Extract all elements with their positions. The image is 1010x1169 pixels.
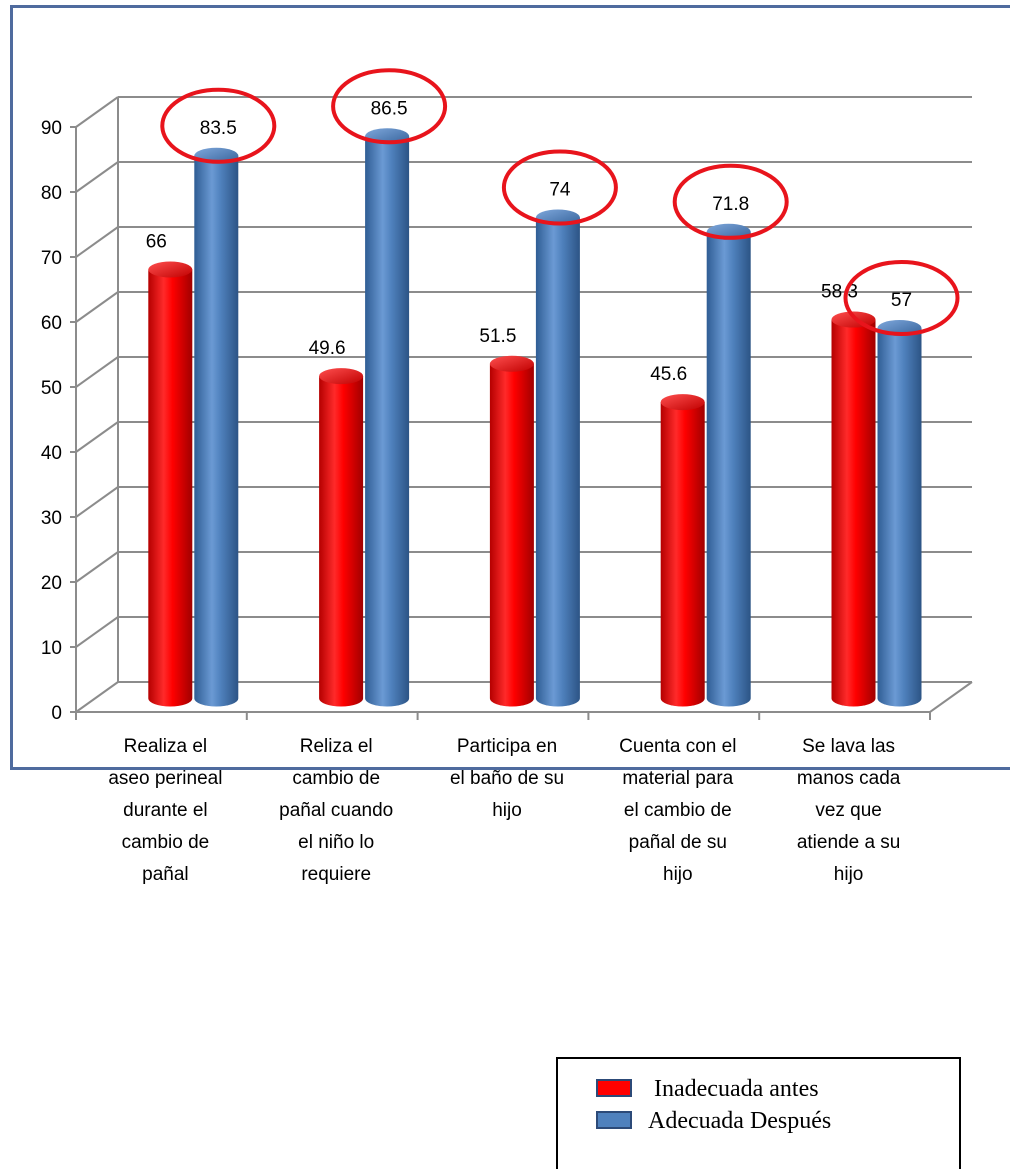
- bar-top: [148, 261, 193, 278]
- highlight-circle: [843, 260, 960, 336]
- y-tick-label: 0: [51, 703, 62, 724]
- grid-depth-line: [75, 161, 119, 193]
- bar: [660, 394, 705, 707]
- category-label: requiere: [301, 864, 371, 885]
- category-label: atiende a su: [797, 832, 901, 853]
- data-label: 45.6: [650, 364, 687, 385]
- bar-body: [660, 402, 705, 707]
- legend-label: Adecuada Después: [648, 1108, 831, 1134]
- data-label: 66: [146, 232, 167, 253]
- legend-swatch: [596, 1079, 632, 1097]
- data-label: 49.6: [309, 338, 346, 359]
- grid-depth-line: [75, 616, 119, 648]
- bar-top: [489, 355, 534, 372]
- category-label: pañal cuando: [279, 800, 393, 821]
- bar: [319, 368, 364, 707]
- category-label: pañal: [142, 864, 189, 885]
- y-tick-label: 50: [41, 378, 62, 399]
- bar-body: [319, 376, 364, 707]
- grid-depth-line: [75, 551, 119, 583]
- category-label: hijo: [834, 864, 864, 885]
- highlight-circle: [672, 163, 789, 240]
- data-label: 57: [891, 290, 912, 311]
- bar-body: [831, 319, 876, 707]
- y-tick-label: 20: [41, 573, 62, 594]
- category-label: cambio de: [122, 832, 210, 853]
- y-tick-label: 80: [41, 183, 62, 204]
- category-label: el baño de su: [450, 768, 564, 789]
- data-label: 74: [549, 180, 571, 201]
- bar-top: [319, 368, 364, 385]
- bar: [194, 147, 239, 707]
- y-tick-label: 30: [41, 508, 62, 529]
- data-label: 86.5: [371, 98, 408, 119]
- bar-top: [660, 394, 705, 411]
- data-label: 51.5: [479, 326, 516, 347]
- data-label: 58.3: [821, 282, 858, 303]
- category-label: hijo: [663, 864, 693, 885]
- legend: Inadecuada antes Adecuada Después: [556, 1057, 961, 1169]
- y-tick-label: 90: [41, 118, 62, 139]
- category-label: durante el: [123, 800, 208, 821]
- category-label: cambio de: [292, 768, 380, 789]
- grid-depth-line: [75, 356, 119, 388]
- bar-body: [877, 328, 922, 707]
- bar: [365, 128, 410, 707]
- bar: [489, 355, 534, 707]
- grid-depth-line: [75, 681, 119, 713]
- grid-depth-line: [75, 291, 119, 323]
- bar: [148, 261, 193, 707]
- grid-depth-line: [75, 96, 119, 128]
- category-label: Reliza el: [300, 736, 373, 757]
- bar-body: [194, 155, 239, 707]
- y-tick-label: 40: [41, 443, 62, 464]
- grid-depth-line: [75, 421, 119, 453]
- data-label: 71.8: [712, 194, 749, 215]
- highlight-circle: [160, 87, 277, 164]
- data-label: 83.5: [200, 118, 237, 139]
- legend-swatch: [596, 1111, 632, 1129]
- category-label: el cambio de: [624, 800, 732, 821]
- grid-depth-line: [75, 226, 119, 258]
- category-label: hijo: [492, 800, 522, 821]
- category-label: pañal de su: [629, 832, 727, 853]
- highlight-circle: [331, 68, 448, 145]
- bar-body: [365, 136, 410, 707]
- legend-label: Inadecuada antes: [654, 1076, 819, 1102]
- highlight-circle: [501, 149, 618, 226]
- category-label: manos cada: [797, 768, 901, 789]
- bar-body: [489, 363, 534, 707]
- bar-body: [706, 231, 751, 707]
- category-label: Realiza el: [124, 736, 207, 757]
- grid-depth-line: [75, 486, 119, 518]
- bar: [535, 209, 580, 707]
- category-label: Se lava las: [802, 736, 895, 757]
- category-label: aseo perineal: [108, 768, 222, 789]
- category-label: material para: [622, 768, 733, 789]
- y-tick-label: 70: [41, 248, 62, 269]
- y-tick-label: 10: [41, 638, 62, 659]
- category-label: el niño lo: [298, 832, 374, 853]
- category-label: Cuenta con el: [619, 736, 736, 757]
- chart-frame: [10, 5, 1010, 770]
- category-label: Participa en: [457, 736, 557, 757]
- category-label: vez que: [815, 800, 882, 821]
- bar-body: [535, 217, 580, 707]
- bar: [877, 320, 922, 707]
- bar-body: [148, 269, 193, 707]
- y-tick-label: 60: [41, 313, 62, 334]
- bar: [706, 223, 751, 707]
- bar: [831, 311, 876, 707]
